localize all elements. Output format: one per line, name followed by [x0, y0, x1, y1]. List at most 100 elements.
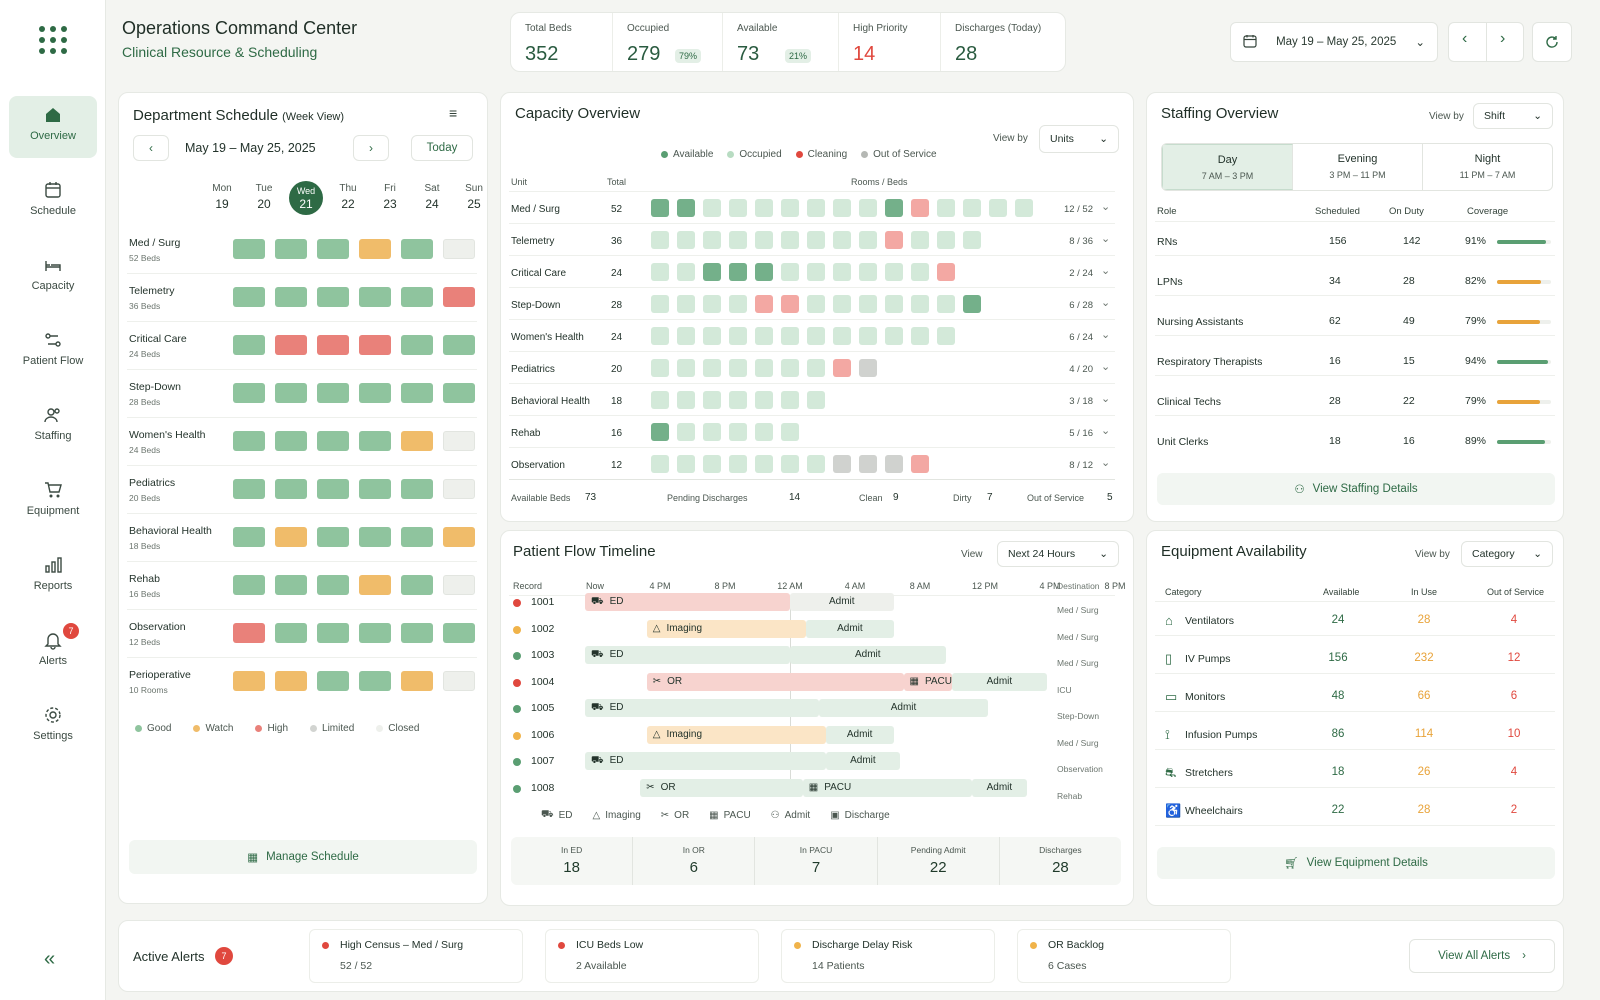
bed-cell-a[interactable] [781, 455, 799, 473]
bed-cell-o[interactable] [729, 263, 747, 281]
bed-cell-a[interactable] [859, 295, 877, 313]
bed-cell-c[interactable] [937, 263, 955, 281]
flow-view-select[interactable]: Next 24 Hours ⌄ [997, 541, 1119, 567]
flow-segment-admit[interactable]: Admit [789, 646, 946, 664]
manage-schedule-button[interactable]: ▦ Manage Schedule [129, 840, 477, 874]
schedule-cell-watch[interactable] [359, 575, 391, 595]
schedule-cell-good[interactable] [275, 431, 307, 451]
alert-card[interactable]: Discharge Delay Risk 14 Patients [781, 929, 995, 983]
bed-cell-c[interactable] [781, 295, 799, 313]
schedule-cell-good[interactable] [401, 575, 433, 595]
schedule-cell-good[interactable] [275, 287, 307, 307]
schedule-cell-good[interactable] [317, 671, 349, 691]
schedule-cell-good[interactable] [233, 335, 265, 355]
chevron-left-icon[interactable]: ‹ [1462, 30, 1468, 47]
flow-segment-admit[interactable]: Admit [971, 778, 1027, 797]
equipment-view-select[interactable]: Category ⌄ [1461, 541, 1553, 567]
chevron-down-icon[interactable]: ⌄ [1101, 201, 1111, 213]
bed-cell-c[interactable] [911, 199, 929, 217]
chevron-down-icon[interactable]: ⌄ [1101, 329, 1111, 341]
bed-cell-a[interactable] [651, 455, 669, 473]
schedule-cell-good[interactable] [317, 575, 349, 595]
chevron-down-icon[interactable]: ⌄ [1101, 233, 1111, 245]
bed-cell-a[interactable] [677, 423, 695, 441]
bed-cell-a[interactable] [781, 359, 799, 377]
bed-cell-a[interactable] [807, 295, 825, 313]
bed-cell-a[interactable] [781, 263, 799, 281]
schedule-cell-high[interactable] [275, 335, 307, 355]
flow-segment-admit[interactable]: Admit [819, 699, 988, 717]
bed-cell-a[interactable] [833, 263, 851, 281]
bed-cell-a[interactable] [677, 327, 695, 345]
bed-cell-a[interactable] [807, 359, 825, 377]
schedule-cell-high[interactable] [317, 335, 349, 355]
flow-segment-imaging[interactable]: △ Imaging [646, 725, 826, 744]
bed-cell-a[interactable] [807, 263, 825, 281]
bed-cell-a[interactable] [781, 231, 799, 249]
app-grid-icon[interactable] [37, 24, 69, 56]
flow-segment-or[interactable]: ✂ OR [646, 672, 904, 691]
today-button[interactable]: Today [411, 135, 473, 161]
bed-cell-a[interactable] [755, 391, 773, 409]
bed-cell-a[interactable] [989, 199, 1007, 217]
alert-card[interactable]: High Census – Med / Surg 52 / 52 [309, 929, 523, 983]
schedule-cell-closed[interactable] [443, 239, 475, 259]
bed-cell-a[interactable] [729, 423, 747, 441]
alert-card[interactable]: ICU Beds Low 2 Available [545, 929, 759, 983]
staffing-view-select[interactable]: Shift ⌄ [1473, 103, 1553, 129]
bed-cell-o[interactable] [963, 295, 981, 313]
flow-segment-ed[interactable]: ⛟ ED [585, 593, 790, 611]
bed-cell-a[interactable] [781, 391, 799, 409]
tab-shift-night[interactable]: Night 11 PM – 7 AM [1423, 144, 1552, 190]
bed-cell-a[interactable] [885, 263, 903, 281]
bed-cell-a[interactable] [703, 391, 721, 409]
collapse-sidebar-icon[interactable]: « [44, 948, 56, 970]
bed-cell-c[interactable] [885, 231, 903, 249]
bed-cell-a[interactable] [1015, 199, 1033, 217]
schedule-cell-good[interactable] [359, 431, 391, 451]
filter-icon[interactable]: ≡ [449, 105, 458, 121]
schedule-cell-good[interactable] [317, 623, 349, 643]
flow-segment-admit[interactable]: Admit [825, 752, 901, 770]
record-id[interactable]: 1004 [531, 675, 555, 688]
bed-cell-a[interactable] [859, 199, 877, 217]
bed-cell-a[interactable] [833, 199, 851, 217]
schedule-cell-good[interactable] [275, 479, 307, 499]
schedule-cell-good[interactable] [359, 527, 391, 547]
bed-cell-a[interactable] [677, 455, 695, 473]
schedule-cell-closed[interactable] [443, 479, 475, 499]
bed-cell-a[interactable] [911, 295, 929, 313]
bed-cell-a[interactable] [911, 327, 929, 345]
schedule-cell-good[interactable] [233, 479, 265, 499]
bed-cell-a[interactable] [781, 423, 799, 441]
nav-item-staffing[interactable]: Staffing [9, 396, 97, 458]
bed-cell-a[interactable] [755, 327, 773, 345]
bed-cell-a[interactable] [807, 391, 825, 409]
schedule-cell-good[interactable] [401, 527, 433, 547]
chevron-down-icon[interactable]: ⌄ [1101, 393, 1111, 405]
schedule-cell-good[interactable] [359, 479, 391, 499]
bed-cell-a[interactable] [755, 423, 773, 441]
bed-cell-a[interactable] [859, 327, 877, 345]
record-id[interactable]: 1006 [531, 728, 555, 741]
bed-cell-a[interactable] [911, 231, 929, 249]
schedule-cell-watch[interactable] [443, 527, 475, 547]
date-range-picker[interactable]: May 19 – May 25, 2025 ⌄ [1230, 22, 1438, 62]
day-number[interactable]: 25 [467, 197, 481, 211]
bed-cell-a[interactable] [937, 295, 955, 313]
bed-cell-a[interactable] [911, 263, 929, 281]
schedule-cell-good[interactable] [401, 623, 433, 643]
bed-cell-a[interactable] [807, 199, 825, 217]
bed-cell-a[interactable] [859, 263, 877, 281]
bed-cell-c[interactable] [755, 295, 773, 313]
schedule-cell-watch[interactable] [359, 239, 391, 259]
schedule-cell-good[interactable] [233, 527, 265, 547]
view-all-alerts-button[interactable]: View All Alerts › [1409, 939, 1555, 973]
bed-cell-a[interactable] [729, 231, 747, 249]
bed-cell-a[interactable] [651, 263, 669, 281]
chevron-down-icon[interactable]: ⌄ [1101, 425, 1111, 437]
bed-cell-o[interactable] [755, 263, 773, 281]
schedule-cell-good[interactable] [317, 479, 349, 499]
bed-cell-a[interactable] [677, 263, 695, 281]
record-id[interactable]: 1005 [531, 702, 555, 714]
